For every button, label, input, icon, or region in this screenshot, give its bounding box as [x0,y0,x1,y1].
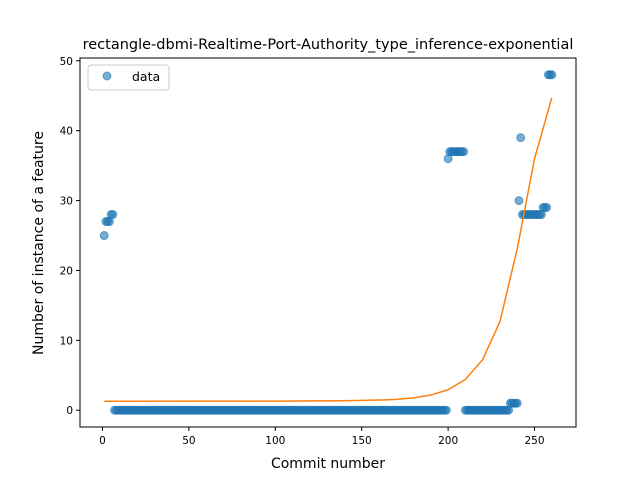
data-point [99,231,109,241]
data-point [512,398,522,408]
data-point [516,133,526,143]
data-point [514,196,524,206]
x-tick-label: 0 [99,435,106,447]
x-tick-label: 50 [182,435,195,447]
x-tick-label: 150 [352,435,372,447]
y-tick-label: 40 [60,126,73,138]
data-point [459,147,469,157]
data-point [108,210,118,220]
data-point [547,70,557,80]
x-tick-label: 200 [438,435,458,447]
y-tick-label: 20 [60,265,73,277]
y-tick-label: 10 [60,335,73,347]
x-tick-label: 100 [265,435,285,447]
data-point [542,203,552,213]
y-axis-label: Number of instance of a feature [31,131,47,355]
y-tick-label: 0 [66,405,73,417]
x-tick-label: 250 [524,435,544,447]
legend-box [87,64,170,91]
y-tick-label: 50 [60,56,73,68]
fit-curve [104,97,553,402]
axis-ticks: 0 50 100 150 200 250 0 10 20 30 40 50 [60,56,545,447]
plot-area [99,70,557,415]
data-point [441,405,451,415]
x-axis-label: Commit number [271,456,385,472]
axes-frame [79,57,577,428]
y-tick-label: 30 [60,196,73,208]
legend-marker [102,71,112,81]
legend-label-data: data [132,69,160,84]
legend: data [87,64,170,91]
chart-title: rectangle-dbmi-Realtime-Port-Authority_t… [83,37,574,53]
